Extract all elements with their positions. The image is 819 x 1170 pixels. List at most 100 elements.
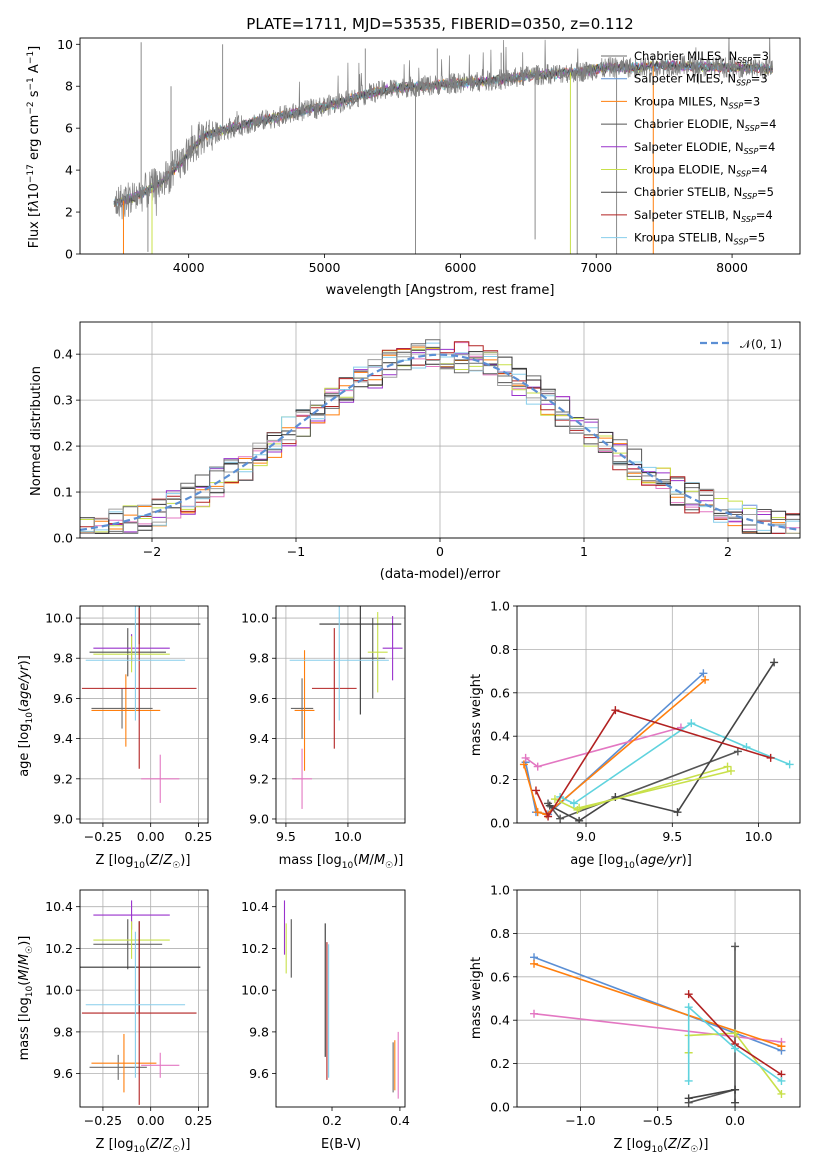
- legend-rest: =3: [743, 94, 760, 108]
- axes-frame: [516, 605, 801, 824]
- axes-frame: [275, 889, 406, 1108]
- mass-vs-EBV-ytick-label: 10.4: [241, 899, 269, 914]
- agemass-xlabel: mass [log10(M/M☉)]: [279, 853, 404, 871]
- age-vs-Z-xtick-label: 0.25: [185, 829, 213, 844]
- mass-weight-line: [523, 679, 706, 816]
- plus-marker: [701, 675, 710, 684]
- legend-sub: SSP: [736, 79, 751, 88]
- legend-label: Salpeter MILES, NSSP=3: [634, 72, 768, 88]
- mass-vs-EBV-ytick-label: 10.0: [241, 983, 269, 998]
- plus-marker: [521, 753, 530, 762]
- weight-vs-Z-ytick-label: 1.0: [490, 883, 510, 898]
- mass-weight-line: [533, 956, 782, 1052]
- plus-marker: [550, 795, 559, 804]
- age-vs-mass-ytick-label: 9.6: [249, 691, 269, 706]
- age-vs-Z-plot-area: [80, 606, 201, 803]
- axes-frame: [79, 889, 209, 1108]
- plus-marker: [766, 753, 775, 762]
- weight-vs-Z-ytick-label: 0.6: [490, 969, 510, 984]
- spectrum-ytick-label: 10: [57, 37, 73, 52]
- legend-label: Kroupa MILES, NSSP=3: [634, 94, 760, 110]
- plus-marker: [731, 1085, 740, 1094]
- weight-vs-Z-xtick-label: 0.0: [725, 1113, 745, 1128]
- spectrum-xtick-label: 8000: [716, 260, 748, 275]
- plus-marker: [723, 762, 732, 771]
- mass-vs-EBV-ytick-label: 9.8: [249, 1024, 269, 1039]
- mass-vs-Z-ytick-label: 10.2: [45, 941, 73, 956]
- plus-marker: [777, 1042, 786, 1051]
- plus-marker: [684, 1076, 693, 1085]
- weight-vs-Z-ytick-label: 0.4: [490, 1013, 510, 1028]
- weight-vs-age-ytick-label: 1.0: [490, 599, 510, 614]
- legend-label: Kroupa ELODIE, NSSP=4: [634, 163, 768, 179]
- plus-marker: [699, 669, 708, 678]
- spectrum-ytick-label: 4: [65, 163, 73, 178]
- plus-marker: [785, 760, 794, 769]
- legend-label: Chabrier ELODIE, NSSP=4: [634, 117, 776, 133]
- mass-vs-Z-ytick-label: 10.4: [45, 899, 73, 914]
- plus-marker: [533, 808, 542, 817]
- age-vs-mass-ytick-label: 9.4: [249, 731, 269, 746]
- legend-rest: =5: [748, 231, 765, 245]
- weight-vs-Z-ytick-label: 0.8: [490, 926, 510, 941]
- age-vs-Z-ytick-label: 9.0: [53, 811, 73, 826]
- residuals-ytick-label: 0.2: [53, 439, 73, 454]
- weight-vs-age-ytick-label: 0.8: [490, 642, 510, 657]
- legend-label: Salpeter STELIB, NSSP=4: [634, 208, 773, 224]
- legend-rest: =5: [757, 185, 774, 199]
- spectrum-xtick-label: 7000: [580, 260, 612, 275]
- wage-xlabel: age [log10(age/yr)]: [570, 853, 692, 871]
- legend-label: Chabrier STELIB, NSSP=5: [634, 185, 774, 201]
- residuals-xtick-label: −1: [287, 544, 305, 559]
- age-vs-Z-ytick-label: 9.6: [53, 691, 73, 706]
- plus-marker: [733, 747, 742, 756]
- legend-rest: =4: [756, 208, 773, 222]
- legend-rest: =3: [752, 49, 769, 63]
- residuals-xtick-label: −2: [143, 544, 161, 559]
- massebv-xlabel: E(B-V): [321, 1137, 361, 1152]
- age-vs-mass-ytick-label: 9.0: [249, 811, 269, 826]
- weight-vs-Z-xtick-label: −1.0: [565, 1113, 595, 1128]
- wage-ylabel: mass weight: [469, 674, 484, 756]
- mass-weight-line: [578, 770, 732, 809]
- mass-weight-line: [687, 1005, 782, 1082]
- mass-vs-EBV-plot-area: [283, 900, 399, 1099]
- axes-frame: [79, 605, 209, 824]
- age-vs-Z-panel: −0.25 0.00 0.25 9.0 9.2 9.4 9.6 9.8 10.0: [45, 605, 213, 844]
- spectrum-ytick-label: 0: [65, 247, 73, 262]
- age-vs-mass-plot-area: [289, 606, 403, 809]
- spectrum-panel: 4000 5000 6000 7000 8000 0 2 4 6 8 10 Chabrier MILE…: [57, 37, 801, 275]
- age-vs-Z-ytick-label: 9.2: [53, 771, 73, 786]
- spectrum-xtick-label: 5000: [309, 260, 341, 275]
- age-vs-mass-panel: 9.5 10.0 9.0 9.2 9.4 9.6 9.8 10.0: [241, 605, 406, 844]
- age-vs-mass-ytick-label: 9.8: [249, 651, 269, 666]
- spectrum-plot-area: [113, 38, 773, 254]
- spectrum-xtick-label: 4000: [173, 260, 205, 275]
- plus-marker: [545, 801, 554, 810]
- plus-marker: [575, 803, 584, 812]
- massz-xlabel: Z [log10(Z/Z☉)]: [96, 1137, 191, 1155]
- age-vs-Z-ytick-label: 9.8: [53, 651, 73, 666]
- figure-title: PLATE=1711, MJD=53535, FIBERID=0350, z=0…: [246, 15, 633, 33]
- plus-marker: [544, 812, 553, 821]
- weight-vs-age-panel: 9.0 9.5 10.0 0.0 0.2 0.4 0.6 0.8 1.0: [490, 599, 801, 844]
- mass-vs-Z-xtick-label: 0.00: [137, 1113, 165, 1128]
- age-vs-mass-xtick-label: 9.5: [276, 829, 296, 844]
- weight-vs-age-ytick-label: 0.4: [490, 729, 510, 744]
- legend-sub: SSP: [745, 124, 760, 133]
- weight-vs-Z-ytick-label: 0.0: [490, 1100, 510, 1115]
- plus-marker: [726, 766, 735, 775]
- legend-rest: =4: [751, 163, 768, 177]
- plus-marker: [684, 1003, 693, 1012]
- legend-sub: SSP: [737, 56, 752, 65]
- legend-sub: SSP: [729, 101, 744, 110]
- plus-marker: [684, 990, 693, 999]
- legend-label: 𝒩(0, 1): [740, 337, 782, 351]
- legend-sub: SSP: [734, 238, 749, 247]
- mass-weight-line: [559, 722, 790, 805]
- legend-rest: =4: [760, 117, 777, 131]
- legend-sub: SSP: [736, 170, 751, 179]
- mass-weight-line: [535, 709, 771, 819]
- age-vs-Z-ytick-label: 9.4: [53, 731, 73, 746]
